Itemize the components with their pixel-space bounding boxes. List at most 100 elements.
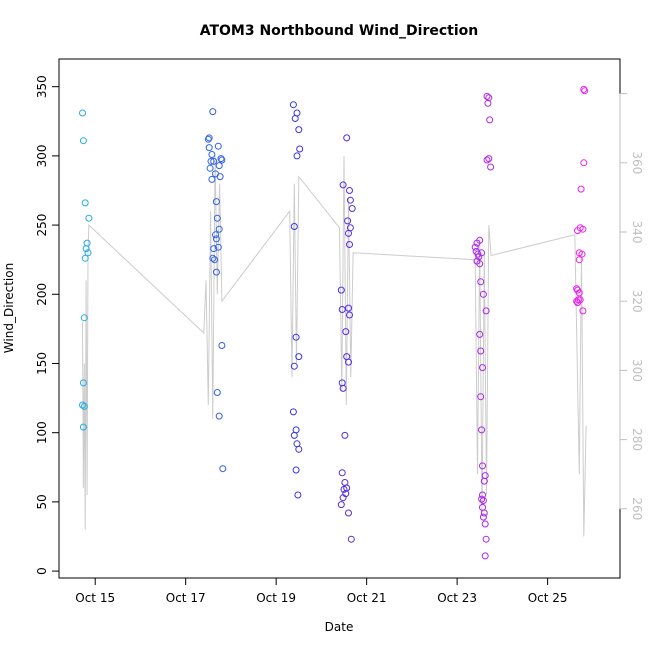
data-point: [205, 144, 213, 152]
line-layer: [82, 155, 587, 537]
data-point: [346, 224, 354, 232]
x-axis-label: Date: [325, 620, 354, 634]
y2-tick-label: 280: [630, 428, 644, 451]
data-point: [485, 94, 493, 102]
data-point: [343, 134, 351, 142]
data-point: [213, 214, 221, 222]
data-point: [477, 347, 485, 355]
data-point: [345, 509, 352, 517]
data-point: [207, 157, 215, 165]
y2-tick-label: 300: [630, 359, 644, 382]
data-point: [212, 198, 220, 206]
data-point: [79, 137, 87, 145]
x-tick-label: Oct 21: [347, 591, 387, 605]
data-point: [477, 278, 485, 286]
y2-tick-label: 340: [630, 221, 644, 244]
data-point: [346, 187, 353, 194]
data-point: [578, 250, 586, 258]
data-point: [481, 520, 489, 528]
data-point: [84, 249, 92, 257]
x-tick-label: Oct 17: [166, 591, 206, 605]
data-point: [346, 196, 354, 204]
y-tick-label: 150: [35, 352, 49, 375]
data-point: [580, 159, 588, 167]
data-point: [479, 364, 486, 372]
data-point: [580, 85, 588, 93]
data-point: [212, 268, 220, 276]
data-point: [296, 145, 304, 153]
data-point: [477, 393, 485, 401]
data-point: [348, 205, 356, 212]
data-point: [579, 225, 587, 233]
data-point: [485, 155, 493, 163]
y-tick-label: 250: [35, 214, 49, 237]
data-point: [573, 297, 581, 305]
data-point: [478, 249, 486, 257]
data-point: [481, 552, 489, 560]
data-point: [85, 214, 93, 222]
data-point: [208, 151, 216, 158]
data-point: [478, 495, 486, 503]
data-point: [215, 162, 223, 170]
chart-title: ATOM3 Northbound Wind_Direction: [200, 23, 479, 39]
point-layer: [79, 85, 589, 560]
data-point: [218, 342, 226, 349]
data-point: [479, 513, 487, 521]
data-point: [344, 217, 352, 225]
data-point: [292, 466, 300, 474]
data-point: [480, 477, 488, 485]
data-point: [289, 101, 297, 109]
x-tick-label: Oct 15: [75, 591, 115, 605]
data-point: [581, 87, 589, 95]
data-point: [213, 389, 221, 396]
data-point: [338, 306, 346, 313]
data-point: [290, 362, 298, 370]
data-point: [210, 245, 218, 253]
data-point: [345, 304, 352, 312]
y-tick-label: 50: [35, 494, 49, 509]
data-point: [338, 469, 346, 477]
data-point: [293, 152, 301, 160]
y2-tick-label: 260: [630, 497, 644, 520]
data-point: [293, 109, 301, 117]
data-point: [574, 299, 581, 307]
data-point: [479, 462, 486, 470]
data-point: [206, 164, 214, 172]
data-point: [577, 185, 585, 193]
data-point: [214, 243, 222, 251]
data-point: [476, 260, 484, 268]
data-point: [208, 175, 216, 183]
data-point: [484, 99, 492, 107]
data-point: [337, 286, 345, 294]
data-point: [575, 289, 583, 297]
data-point: [339, 181, 347, 189]
data-point: [483, 92, 491, 100]
y-tick-label: 350: [35, 75, 49, 98]
data-point: [210, 157, 218, 165]
data-point: [481, 472, 489, 480]
data-point: [212, 231, 219, 239]
data-point: [480, 509, 488, 517]
secondary-series-line: [82, 155, 587, 537]
data-point: [294, 491, 302, 499]
data-point: [345, 358, 352, 366]
data-point: [290, 223, 298, 230]
data-point: [483, 156, 491, 164]
data-point: [347, 535, 355, 543]
data-point: [82, 245, 90, 253]
data-point: [81, 254, 89, 262]
data-point: [295, 126, 303, 134]
data-point: [479, 497, 487, 504]
data-point: [81, 199, 89, 207]
data-point: [215, 412, 223, 420]
x-tick-label: Oct 25: [528, 591, 568, 605]
data-point: [486, 116, 494, 124]
data-point: [342, 490, 350, 498]
x-tick-label: Oct 19: [256, 591, 296, 605]
secondary-y-axis: 260 280 300 320 340 360: [619, 93, 644, 520]
data-point: [575, 256, 583, 264]
y2-tick-label: 320: [630, 290, 644, 313]
data-point: [83, 239, 91, 247]
data-point: [289, 408, 297, 416]
